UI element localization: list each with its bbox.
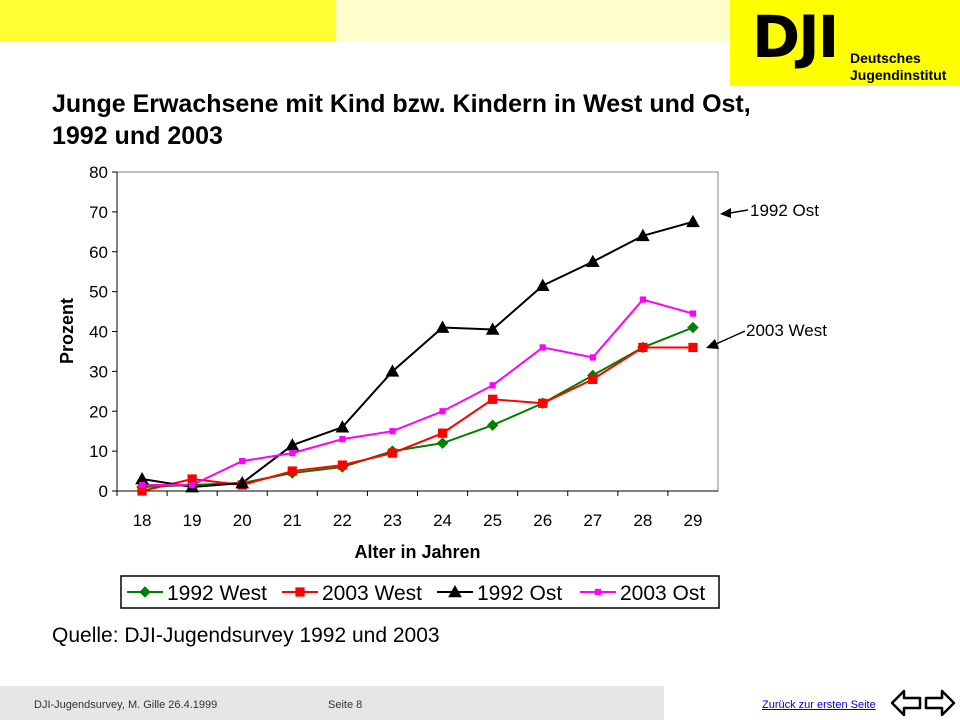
data-point	[639, 296, 646, 303]
dji-logo: DJI Deutsches Jugendinstitut	[730, 0, 960, 86]
y-tick-label: 10	[89, 442, 108, 461]
back-arrow-icon[interactable]	[890, 688, 922, 718]
y-tick-label: 40	[89, 323, 108, 342]
forward-arrow-icon[interactable]	[924, 688, 956, 718]
top-bar-left	[0, 0, 336, 42]
legend-label: 2003 Ost	[620, 582, 705, 605]
data-point	[488, 394, 498, 404]
data-point	[339, 436, 346, 443]
data-point	[439, 408, 446, 415]
y-tick-label: 20	[89, 402, 108, 421]
source-note: Quelle: DJI-Jugendsurvey 1992 und 2003	[52, 624, 440, 647]
legend-label: 2003 West	[322, 582, 422, 605]
back-to-first-page-link[interactable]: Zurück zur ersten Seite	[762, 699, 876, 711]
data-point	[486, 419, 499, 431]
legend-label: 1992 West	[167, 582, 267, 605]
y-tick-label: 30	[89, 362, 108, 381]
legend-marker	[295, 587, 305, 597]
x-tick-label: 21	[283, 511, 302, 530]
annotation-1992-ost: 1992 Ost	[750, 201, 819, 220]
data-point	[138, 481, 146, 489]
y-axis-label: Prozent	[57, 298, 77, 364]
top-bar-middle	[336, 0, 730, 42]
x-tick-label: 22	[333, 511, 352, 530]
data-point	[638, 342, 648, 353]
data-point	[337, 460, 347, 470]
data-point	[435, 320, 450, 333]
data-point	[189, 481, 196, 489]
x-axis-label: Alter in Jahren	[354, 542, 480, 562]
data-point	[589, 354, 596, 361]
x-tick-label: 29	[683, 511, 702, 530]
x-tick-label: 23	[383, 511, 402, 530]
x-tick-label: 24	[433, 511, 452, 530]
data-point	[385, 364, 400, 377]
data-point	[287, 466, 297, 476]
data-point	[437, 428, 448, 438]
data-point	[235, 475, 250, 489]
data-point	[436, 437, 449, 449]
footer-bar	[0, 686, 664, 720]
series-line-2003-ost	[142, 298, 694, 487]
annotation-arrow	[729, 209, 749, 214]
x-tick-label: 19	[183, 511, 202, 530]
y-tick-label: 50	[89, 283, 108, 302]
annotation-2003-west: 2003 West	[746, 321, 827, 340]
annotation-arrowhead	[706, 339, 719, 349]
y-tick-label: 80	[89, 163, 108, 182]
data-point	[688, 342, 698, 353]
data-point	[335, 420, 350, 433]
logo-text: Deutsches Jugendinstitut	[850, 50, 947, 83]
annotation-arrowhead	[720, 208, 731, 218]
data-point	[585, 254, 600, 268]
x-tick-label: 26	[533, 511, 552, 530]
data-point	[387, 448, 398, 458]
data-point	[538, 398, 548, 408]
legend-label: 1992 Ost	[477, 582, 562, 605]
data-point	[489, 382, 496, 389]
footer-page-number: Seite 8	[328, 699, 363, 711]
data-point	[485, 322, 500, 335]
legend-box	[120, 575, 720, 609]
series-line-1992-west	[142, 326, 694, 489]
data-point	[686, 214, 700, 228]
data-point	[239, 457, 246, 465]
x-tick-label: 27	[583, 511, 602, 530]
legend-marker	[139, 586, 151, 598]
y-tick-label: 60	[89, 243, 108, 262]
data-point	[588, 374, 598, 384]
data-point	[539, 344, 546, 351]
page-title: Junge Erwachsene mit Kind bzw. Kindern i…	[52, 90, 751, 150]
x-tick-label: 20	[233, 511, 252, 530]
y-tick-label: 70	[89, 203, 108, 222]
data-point	[285, 438, 300, 451]
data-point	[687, 321, 699, 334]
x-tick-label: 28	[633, 511, 652, 530]
legend-marker	[448, 584, 462, 598]
annotation-arrow	[715, 330, 746, 345]
x-tick-label: 25	[483, 511, 502, 530]
data-point	[289, 449, 296, 457]
y-tick-label: 0	[99, 482, 108, 501]
series-line-1992-ost	[141, 220, 694, 489]
data-point	[636, 228, 650, 242]
data-point	[689, 310, 697, 317]
legend-marker	[594, 588, 602, 596]
data-point	[389, 428, 396, 435]
data-point	[535, 278, 550, 291]
footer-author-date: DJI-Jugendsurvey, M. Gille 26.4.1999	[34, 699, 218, 711]
x-tick-label: 18	[133, 511, 152, 530]
logo-mark: DJI	[752, 3, 839, 71]
